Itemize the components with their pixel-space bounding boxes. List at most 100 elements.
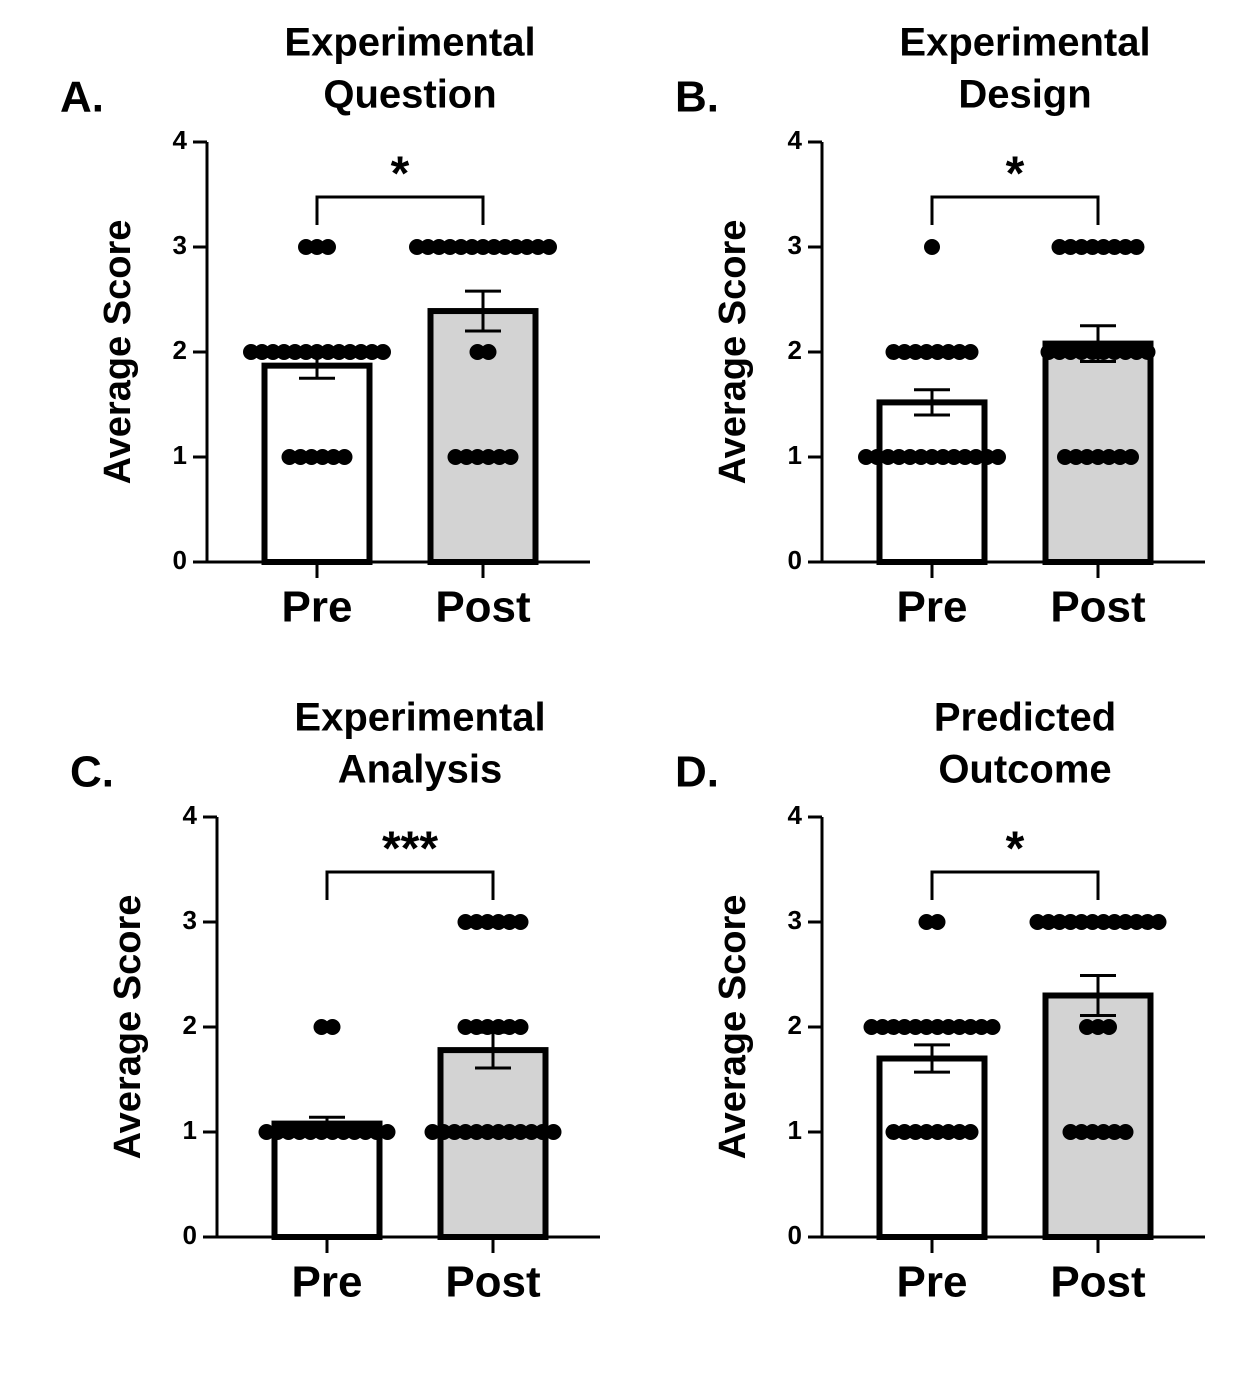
x-tick-label: Post — [1050, 583, 1146, 632]
x-tick-label: Pre — [282, 583, 353, 632]
data-point — [519, 239, 535, 255]
data-point — [935, 449, 951, 465]
chart-title: Design — [958, 73, 1091, 117]
panel-label: D. — [675, 748, 719, 797]
data-point — [479, 1124, 496, 1140]
data-point — [512, 1019, 529, 1035]
data-point — [480, 449, 497, 465]
data-point — [951, 344, 968, 360]
data-point — [913, 449, 929, 465]
data-point — [457, 914, 474, 930]
data-point — [508, 239, 524, 255]
data-point — [962, 344, 979, 360]
data-point — [379, 1124, 396, 1140]
data-point — [1057, 449, 1073, 465]
chart-title: Experimental — [294, 696, 545, 740]
data-point — [302, 1124, 319, 1140]
data-point — [1079, 1019, 1095, 1035]
data-point — [375, 344, 391, 360]
data-point — [335, 1124, 352, 1140]
data-point — [424, 1124, 441, 1140]
data-point — [331, 344, 347, 360]
y-tick-label: 1 — [788, 440, 802, 470]
data-point — [858, 449, 874, 465]
data-point — [501, 1124, 518, 1140]
data-point — [502, 449, 519, 465]
chart-title: Question — [323, 73, 496, 117]
data-point — [869, 449, 885, 465]
data-point — [896, 1124, 913, 1140]
data-point — [276, 344, 292, 360]
data-point — [309, 239, 325, 255]
data-point — [409, 239, 425, 255]
data-point — [512, 914, 529, 930]
data-point — [1040, 344, 1057, 360]
data-point — [364, 344, 380, 360]
significance-label: * — [1006, 148, 1025, 201]
data-point — [951, 1019, 968, 1035]
x-tick-label: Post — [435, 583, 531, 632]
data-point — [243, 344, 259, 360]
x-tick-label: Pre — [897, 583, 968, 632]
data-point — [979, 449, 995, 465]
data-point — [1139, 914, 1156, 930]
data-point — [475, 239, 491, 255]
data-point — [1029, 914, 1046, 930]
data-point — [464, 239, 480, 255]
y-tick-label: 0 — [788, 545, 802, 575]
data-point — [1073, 344, 1090, 360]
data-point — [281, 449, 298, 465]
data-point — [453, 239, 469, 255]
data-point — [303, 449, 320, 465]
data-point — [951, 1124, 968, 1140]
data-point — [486, 239, 502, 255]
data-point — [1068, 449, 1084, 465]
data-point — [1073, 1124, 1090, 1140]
data-point — [1117, 1124, 1134, 1140]
data-point — [929, 1019, 946, 1035]
data-point — [896, 344, 913, 360]
data-point — [534, 1124, 551, 1140]
significance-bracket — [325, 870, 495, 900]
y-tick-label: 2 — [788, 1010, 802, 1040]
bar — [876, 399, 988, 565]
data-point — [497, 239, 513, 255]
data-point — [442, 239, 458, 255]
significance-label: *** — [382, 823, 438, 876]
y-axis-label: Average Score — [97, 220, 139, 485]
panel-label: A. — [60, 73, 104, 122]
data-point — [907, 344, 924, 360]
data-point — [1117, 239, 1134, 255]
data-point — [968, 449, 984, 465]
data-point — [446, 1124, 463, 1140]
data-point — [885, 1124, 902, 1140]
data-point — [523, 1124, 540, 1140]
data-point — [1106, 344, 1123, 360]
bar — [261, 362, 373, 565]
data-point — [292, 449, 309, 465]
data-point — [457, 1019, 474, 1035]
data-point — [1106, 239, 1123, 255]
data-point — [342, 344, 358, 360]
data-point — [918, 344, 935, 360]
data-point — [490, 914, 507, 930]
data-point — [420, 239, 436, 255]
data-point — [541, 239, 557, 255]
data-point — [501, 914, 518, 930]
data-point — [258, 1124, 275, 1140]
data-point — [545, 1124, 562, 1140]
significance-bracket — [930, 870, 1100, 900]
data-point — [929, 914, 946, 930]
data-point — [313, 1019, 330, 1035]
panel-label: B. — [675, 73, 719, 122]
y-tick-label: 3 — [183, 905, 197, 935]
data-point — [320, 239, 336, 255]
data-point — [458, 449, 475, 465]
data-point — [1112, 449, 1128, 465]
data-point — [1095, 239, 1112, 255]
data-point — [457, 1124, 474, 1140]
y-tick-label: 1 — [788, 1115, 802, 1145]
data-point — [1095, 1124, 1112, 1140]
data-point — [874, 1019, 891, 1035]
